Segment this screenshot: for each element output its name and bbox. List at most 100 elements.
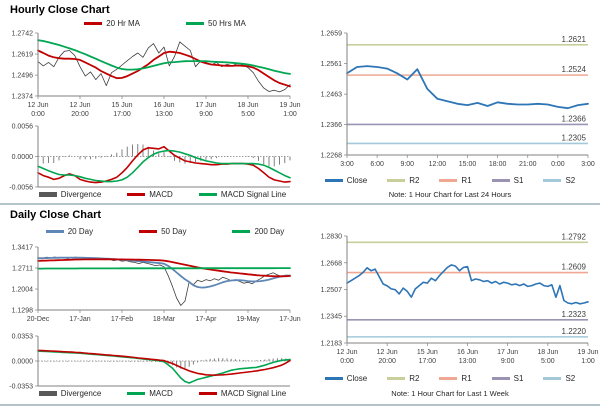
svg-text:1.2830: 1.2830 (321, 234, 343, 241)
section-divider (0, 203, 600, 205)
legend-label: 50 Hrs MA (208, 19, 246, 28)
legend-swatch-icon (127, 193, 146, 196)
legend-swatch-icon (232, 230, 251, 233)
svg-text:18:00: 18:00 (489, 161, 507, 168)
legend-item: Divergence (38, 389, 102, 398)
legend-swatch-icon (139, 230, 158, 233)
daily-price-legend: 20 Day 50 Day 200 Day (40, 227, 290, 236)
svg-text:17 Jun: 17 Jun (195, 102, 216, 109)
svg-text:20-Dec: 20-Dec (27, 316, 50, 323)
svg-text:1.2366: 1.2366 (562, 114, 587, 123)
hourly-macd-legend: Divergence MACD MACD Signal Line (30, 190, 295, 199)
legend-label: MACD Signal Line (220, 190, 287, 199)
legend-swatch-icon (387, 377, 406, 380)
legend-swatch-icon (543, 377, 562, 380)
svg-text:0.0000: 0.0000 (12, 154, 34, 161)
hourly-chart-note: Note: 1 Hour Chart for Last 24 Hours (388, 190, 512, 199)
legend-item: MACD (127, 190, 173, 199)
svg-text:1.2507: 1.2507 (321, 287, 343, 294)
svg-text:0:00: 0:00 (551, 161, 565, 168)
legend-label: R2 (409, 176, 420, 185)
legend-swatch-icon (543, 179, 562, 182)
svg-text:0.0056: 0.0056 (12, 124, 34, 131)
svg-text:1.2323: 1.2323 (562, 310, 587, 319)
svg-text:1.2561: 1.2561 (321, 61, 343, 68)
legend-swatch-icon (198, 392, 217, 395)
legend-label: S1 (513, 374, 524, 383)
daily-section-title: Daily Close Chart (10, 209, 102, 221)
svg-text:15 Jun: 15 Jun (417, 349, 438, 356)
svg-text:1.2711: 1.2711 (12, 265, 33, 272)
svg-text:17 Jun: 17 Jun (497, 349, 518, 356)
svg-text:1.3417: 1.3417 (12, 245, 34, 252)
svg-text:17-Feb: 17-Feb (111, 316, 133, 323)
svg-text:1.2742: 1.2742 (12, 31, 34, 38)
svg-text:20:00: 20:00 (71, 111, 89, 118)
svg-text:13:00: 13:00 (155, 111, 173, 118)
svg-text:9:00: 9:00 (199, 111, 213, 118)
legend-swatch-icon (491, 377, 510, 380)
svg-text:1.2609: 1.2609 (562, 263, 587, 272)
hourly-levels-chart: 1.2659 1.2561 1.2463 1.2366 1.2268 1.2621 1.25… (321, 31, 595, 169)
svg-text:19 Jun: 19 Jun (279, 102, 300, 109)
svg-text:0.0000: 0.0000 (12, 359, 34, 366)
svg-text:15 Jun: 15 Jun (111, 102, 132, 109)
svg-text:17:00: 17:00 (113, 111, 131, 118)
legend-item: S1 (491, 176, 523, 185)
svg-text:0.0353: 0.0353 (12, 334, 34, 341)
legend-label: R1 (461, 374, 472, 383)
legend-label: 20 Day (67, 227, 94, 236)
legend-swatch-icon (324, 377, 343, 380)
svg-text:0:00: 0:00 (340, 358, 354, 365)
legend-swatch-icon (38, 391, 57, 396)
svg-text:18 Jun: 18 Jun (537, 349, 558, 356)
svg-text:17-Jun: 17-Jun (279, 316, 301, 323)
legend-item: S2 (543, 374, 575, 383)
hourly-levels-legend: Close R2 R1 S1 S2 (310, 176, 590, 185)
svg-text:5:00: 5:00 (541, 358, 555, 365)
svg-text:12 Jun: 12 Jun (377, 349, 398, 356)
svg-text:-0.0353: -0.0353 (9, 384, 33, 391)
legend-swatch-icon (324, 179, 343, 182)
legend-label: Divergence (60, 389, 102, 398)
svg-text:1.2659: 1.2659 (321, 31, 343, 38)
svg-text:1.2524: 1.2524 (562, 65, 587, 74)
svg-text:18-Mar: 18-Mar (153, 316, 176, 323)
legend-swatch-icon (439, 377, 458, 380)
svg-text:1:00: 1:00 (581, 358, 595, 365)
legend-item: 20 Hr MA (84, 19, 140, 28)
legend-swatch-icon (186, 22, 204, 25)
svg-text:6:00: 6:00 (370, 161, 384, 168)
svg-text:19-May: 19-May (236, 316, 260, 323)
daily-levels-legend: Close R2 R1 S1 S2 (310, 374, 590, 383)
svg-text:1.2366: 1.2366 (321, 122, 343, 129)
legend-swatch-icon (491, 179, 510, 182)
bottom-divider (0, 404, 600, 406)
svg-text:15:00: 15:00 (459, 161, 477, 168)
svg-text:19 Jun: 19 Jun (577, 349, 598, 356)
svg-text:1.2345: 1.2345 (321, 314, 343, 321)
legend-label: MACD Signal Line (220, 389, 287, 398)
legend-label: Close (346, 374, 368, 383)
svg-text:12 Jun: 12 Jun (336, 349, 357, 356)
svg-text:1.2305: 1.2305 (562, 133, 587, 142)
legend-item: 50 Day (139, 227, 186, 236)
legend-item: R2 (387, 374, 419, 383)
legend-item: R1 (439, 176, 472, 185)
svg-text:1.2374: 1.2374 (12, 94, 34, 101)
legend-item: 200 Day (232, 227, 284, 236)
legend-item: S1 (491, 374, 524, 383)
svg-text:5:00: 5:00 (241, 111, 255, 118)
svg-text:1.2621: 1.2621 (562, 35, 587, 44)
legend-item: MACD Signal Line (198, 389, 287, 398)
legend-item: MACD Signal Line (198, 190, 287, 199)
svg-text:12 Jun: 12 Jun (27, 102, 48, 109)
legend-label: 50 Day (161, 227, 187, 236)
legend-item: MACD (127, 389, 173, 398)
legend-label: Close (346, 176, 368, 185)
legend-item: S2 (543, 176, 575, 185)
svg-text:1.2668: 1.2668 (321, 260, 343, 267)
legend-item: R1 (439, 374, 472, 383)
svg-text:1.1298: 1.1298 (12, 308, 34, 315)
